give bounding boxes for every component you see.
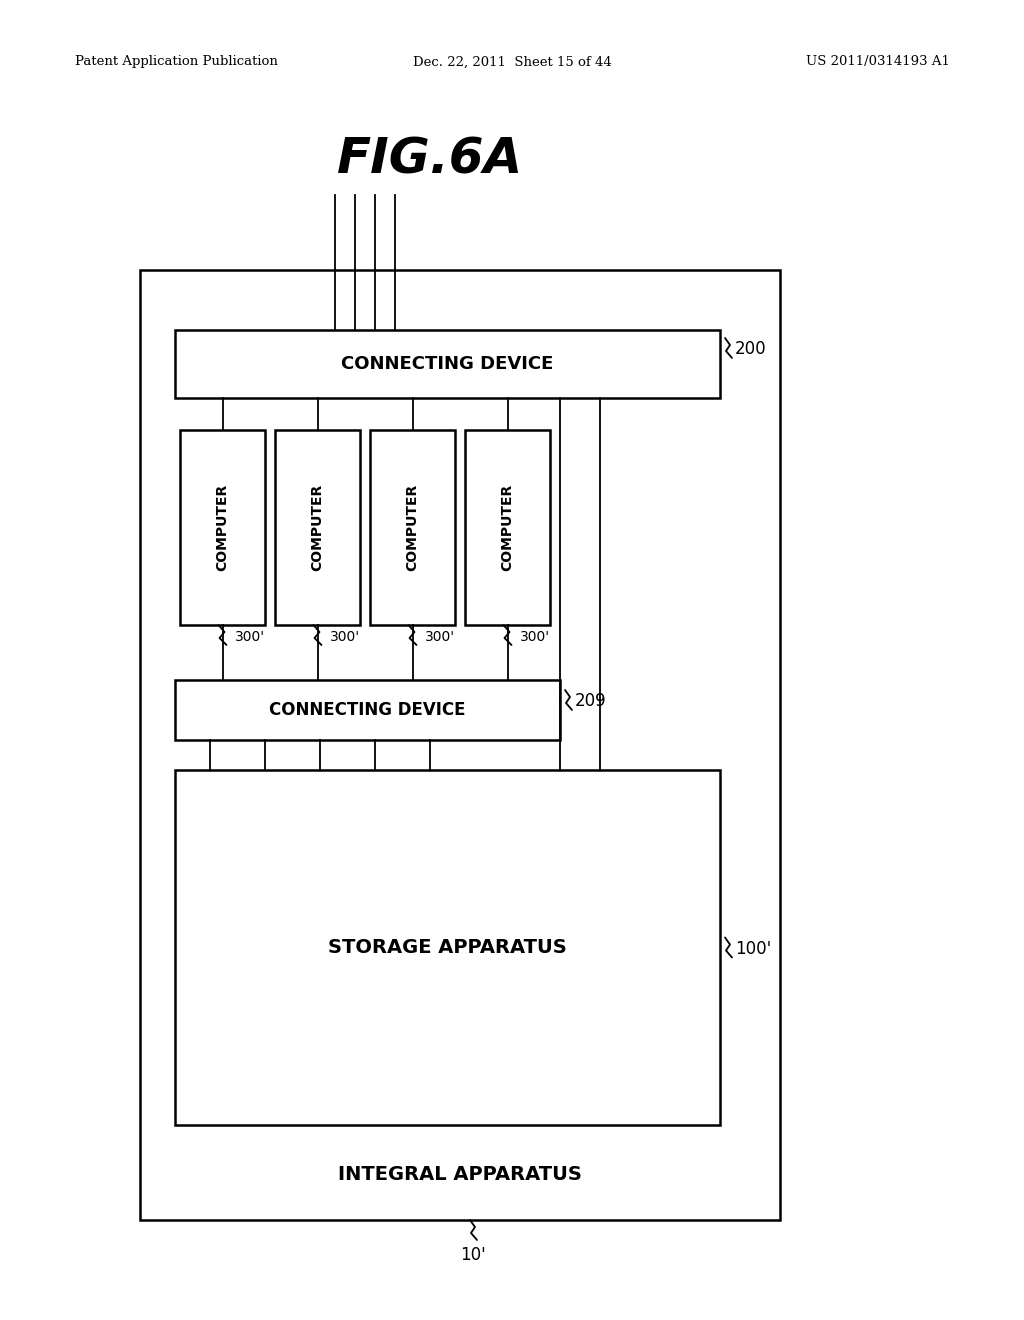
Text: 300': 300' — [519, 630, 550, 644]
Text: INTEGRAL APPARATUS: INTEGRAL APPARATUS — [338, 1166, 582, 1184]
Text: FIG.6A: FIG.6A — [337, 136, 523, 183]
Text: STORAGE APPARATUS: STORAGE APPARATUS — [328, 939, 567, 957]
Text: 10': 10' — [460, 1246, 485, 1265]
Bar — [370, 430, 455, 624]
Text: 300': 300' — [330, 630, 359, 644]
Text: COMPUTER: COMPUTER — [310, 484, 325, 572]
Text: US 2011/0314193 A1: US 2011/0314193 A1 — [806, 55, 950, 69]
Bar — [180, 430, 265, 624]
Text: 300': 300' — [234, 630, 264, 644]
Text: CONNECTING DEVICE: CONNECTING DEVICE — [341, 355, 554, 374]
Text: COMPUTER: COMPUTER — [501, 484, 514, 572]
Text: Patent Application Publication: Patent Application Publication — [75, 55, 278, 69]
Text: CONNECTING DEVICE: CONNECTING DEVICE — [269, 701, 466, 719]
Text: 209: 209 — [575, 692, 606, 710]
Bar — [175, 770, 720, 1125]
Text: 300': 300' — [425, 630, 455, 644]
Bar — [275, 430, 360, 624]
Text: COMPUTER: COMPUTER — [406, 484, 420, 572]
Text: 200: 200 — [735, 341, 767, 358]
Text: COMPUTER: COMPUTER — [215, 484, 229, 572]
Bar — [175, 330, 720, 399]
Text: Dec. 22, 2011  Sheet 15 of 44: Dec. 22, 2011 Sheet 15 of 44 — [413, 55, 611, 69]
Bar — [140, 271, 780, 1220]
Bar — [175, 680, 560, 741]
Text: 100': 100' — [735, 940, 771, 957]
Bar — [465, 430, 550, 624]
